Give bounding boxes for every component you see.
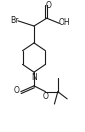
Text: Br: Br <box>10 16 19 25</box>
Text: N: N <box>31 73 37 82</box>
Text: O: O <box>46 1 52 10</box>
Text: OH: OH <box>58 18 70 27</box>
Text: O: O <box>43 92 49 101</box>
Text: O: O <box>14 86 20 95</box>
